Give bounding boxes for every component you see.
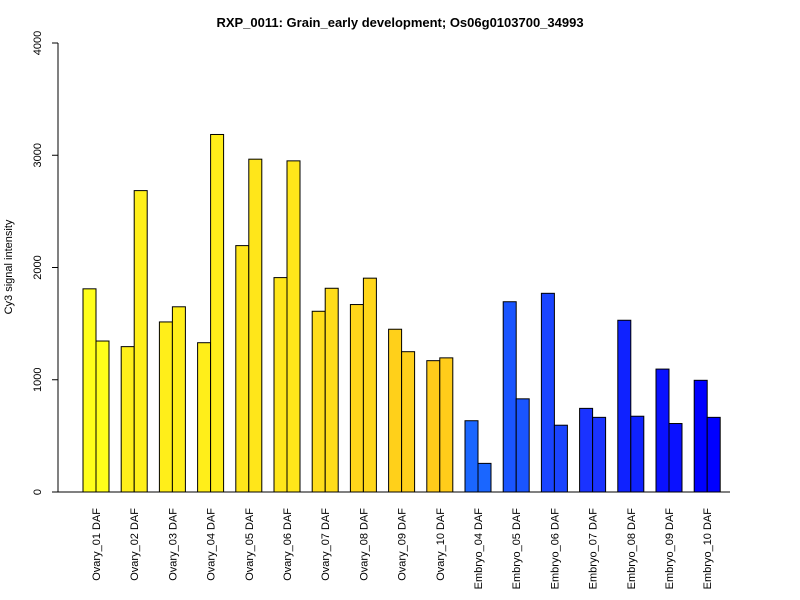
y-axis-label: Cy3 signal intensity — [3, 219, 15, 314]
y-tick-label: 3000 — [32, 143, 44, 167]
category-label: Ovary_10 DAF — [435, 508, 447, 581]
bar-ovary-02-daf-s2 — [133, 190, 148, 493]
bar-embryo-09-daf-s1 — [655, 368, 670, 493]
bar-ovary-05-daf-s1 — [235, 245, 250, 493]
category-label: Ovary_08 DAF — [358, 508, 370, 581]
category-label: Embryo_04 DAF — [473, 508, 485, 590]
y-tick-label: 2000 — [32, 255, 44, 279]
bar-ovary-03-daf-s1 — [158, 321, 173, 493]
category-label: Ovary_06 DAF — [282, 508, 294, 581]
bar-ovary-10-daf-s2 — [439, 357, 454, 493]
category-label: Embryo_07 DAF — [588, 508, 600, 590]
bar-ovary-04-daf-s1 — [197, 342, 212, 493]
bar-ovary-03-daf-s2 — [171, 306, 186, 493]
category-label: Ovary_01 DAF — [91, 508, 103, 581]
bars-group — [82, 133, 721, 493]
category-label: Ovary_05 DAF — [244, 508, 256, 581]
bar-embryo-07-daf-s1 — [579, 407, 594, 493]
bar-ovary-10-daf-s1 — [426, 360, 441, 493]
bar-embryo-10-daf-s2 — [706, 416, 721, 493]
bar-ovary-08-daf-s2 — [362, 277, 377, 493]
y-tick-label: 1000 — [32, 368, 44, 392]
bar-embryo-05-daf-s1 — [502, 301, 517, 493]
bar-embryo-04-daf-s1 — [464, 420, 479, 493]
bar-embryo-07-daf-s2 — [592, 416, 607, 493]
bar-embryo-08-daf-s1 — [617, 319, 632, 493]
category-label: Ovary_02 DAF — [129, 508, 141, 581]
bar-embryo-06-daf-s1 — [540, 292, 555, 493]
category-label: Embryo_08 DAF — [626, 508, 638, 590]
bar-embryo-09-daf-s2 — [668, 423, 683, 493]
bar-ovary-04-daf-s2 — [210, 133, 225, 493]
bar-ovary-05-daf-s2 — [248, 158, 263, 493]
y-tick-label: 4000 — [32, 31, 44, 55]
category-label: Ovary_04 DAF — [206, 508, 218, 581]
bar-ovary-07-daf-s2 — [324, 287, 339, 493]
category-label: Embryo_06 DAF — [549, 508, 561, 590]
bar-embryo-05-daf-s2 — [515, 398, 530, 493]
category-labels: Ovary_01 DAF Ovary_02 DAF Ovary_03 DAF Ovar… — [91, 508, 714, 590]
category-label: Ovary_09 DAF — [397, 508, 409, 581]
bar-ovary-09-daf-s1 — [388, 328, 403, 493]
bar-ovary-01-daf-s1 — [82, 288, 97, 493]
bar-ovary-06-daf-s2 — [286, 160, 301, 493]
bar-embryo-06-daf-s2 — [553, 424, 568, 493]
bar-ovary-07-daf-s1 — [311, 310, 326, 493]
bar-ovary-01-daf-s2 — [95, 340, 110, 493]
bar-embryo-08-daf-s2 — [630, 415, 645, 493]
category-label: Ovary_07 DAF — [320, 508, 332, 581]
category-label: Embryo_10 DAF — [702, 508, 714, 590]
category-label: Ovary_03 DAF — [167, 508, 179, 581]
category-label: Embryo_05 DAF — [511, 508, 523, 590]
bar-ovary-02-daf-s1 — [120, 346, 135, 493]
category-label: Embryo_09 DAF — [664, 508, 676, 590]
bar-ovary-09-daf-s2 — [401, 351, 416, 493]
y-axis: 0 1000 2000 3000 4000 — [32, 31, 59, 495]
bar-ovary-06-daf-s1 — [273, 277, 288, 493]
chart-title: RXP_0011: Grain_early development; Os06g… — [216, 15, 583, 30]
y-tick-label: 0 — [32, 489, 44, 495]
bar-embryo-10-daf-s1 — [693, 379, 708, 493]
bar-embryo-04-daf-s2 — [477, 462, 492, 493]
bar-ovary-08-daf-s1 — [349, 304, 364, 493]
